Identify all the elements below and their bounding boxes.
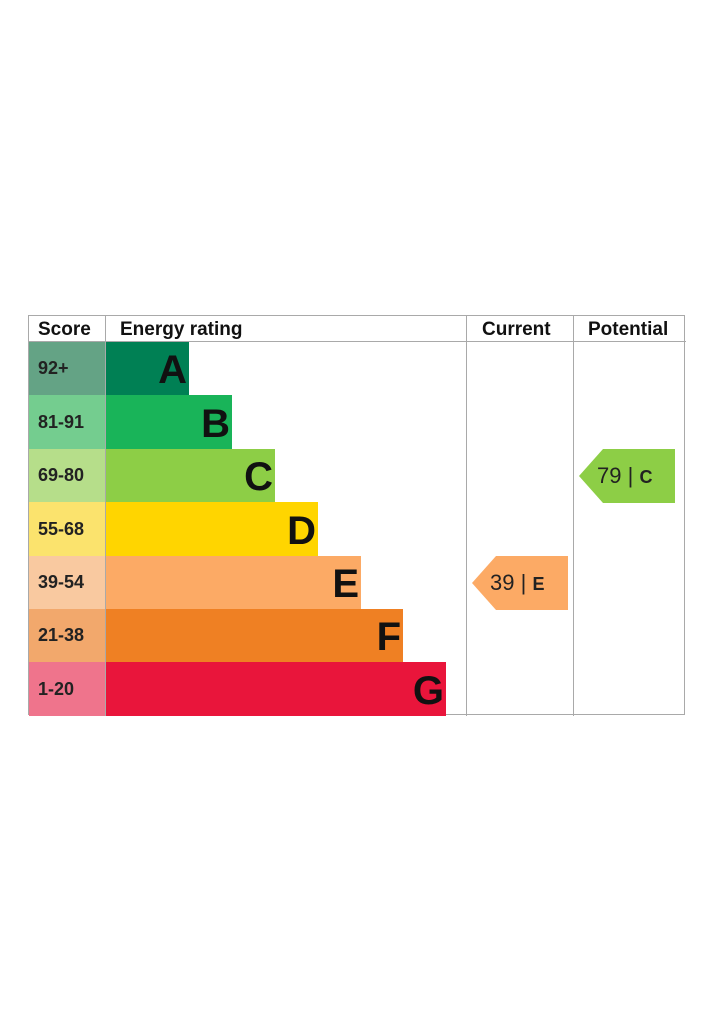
current-arrow-shape xyxy=(472,556,568,610)
band-score-d: 55-68 xyxy=(29,502,105,556)
current-rating-arrow: 39 | E xyxy=(472,556,568,615)
header-current: Current xyxy=(482,319,551,340)
band-bar-f: F xyxy=(106,609,403,662)
band-score-a: 92+ xyxy=(29,342,105,395)
band-score-g: 1-20 xyxy=(29,662,105,716)
column-divider xyxy=(466,316,467,716)
current-rating-label: 39 | E xyxy=(490,570,544,596)
band-bar-d: D xyxy=(106,502,318,556)
header-potential: Potential xyxy=(588,319,669,340)
band-bar-e: E xyxy=(106,556,361,609)
band-score-f: 21-38 xyxy=(29,609,105,662)
column-divider xyxy=(105,316,106,716)
potential-rating-arrow: 79 | C xyxy=(579,449,675,508)
band-bar-g: G xyxy=(106,662,446,716)
header-score: Score xyxy=(38,319,91,340)
potential-rating-label: 79 | C xyxy=(597,463,652,489)
band-score-e: 39-54 xyxy=(29,556,105,609)
potential-rating-value: 79 xyxy=(597,463,622,488)
band-bar-b: B xyxy=(106,395,232,449)
header-energy-rating: Energy rating xyxy=(120,319,243,340)
header-divider xyxy=(29,341,686,342)
potential-rating-letter: C xyxy=(639,467,653,487)
band-bar-a: A xyxy=(106,342,189,395)
column-divider xyxy=(573,316,574,716)
current-rating-value: 39 xyxy=(490,570,515,595)
epc-chart: Score Energy rating Current Potential 92… xyxy=(28,315,686,716)
band-bar-c: C xyxy=(106,449,275,502)
potential-rating-separator: | xyxy=(627,463,634,488)
current-rating-letter: E xyxy=(532,574,545,594)
potential-arrow-shape xyxy=(579,449,675,503)
current-rating-separator: | xyxy=(520,570,527,595)
band-score-b: 81-91 xyxy=(29,395,105,449)
band-score-c: 69-80 xyxy=(29,449,105,502)
